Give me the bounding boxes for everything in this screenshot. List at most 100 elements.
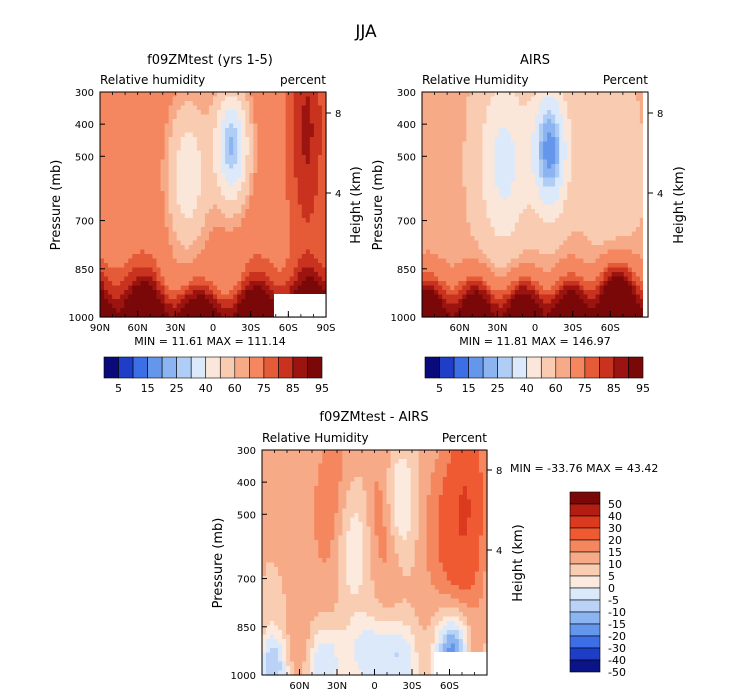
x-tick-label: 90N <box>90 323 110 334</box>
panel-model-colorbar: 5 15 25 40 60 75 85 95 <box>103 356 329 395</box>
colorbar-label: 85 <box>607 382 621 395</box>
panel-airs-right-label: Percent <box>603 73 648 87</box>
panel-airs-field <box>422 92 649 318</box>
colorbar-label: 0 <box>608 582 615 595</box>
panel-model-ylabel: Pressure (mb) <box>49 160 64 251</box>
colorbar-swatch <box>424 356 440 379</box>
panel-diff-x-ticks: 60N 30N 0 30S 60S <box>261 450 488 692</box>
colorbar-swatch <box>234 356 250 379</box>
colorbar-label: 60 <box>549 382 563 395</box>
panel-model-x-ticks: 90N 60N 30N 0 30S 60S 90S <box>90 92 336 334</box>
colorbar-swatch <box>628 356 644 379</box>
colorbar-swatch <box>132 356 148 379</box>
panel-model-left-label: Relative humidity <box>100 73 205 87</box>
colorbar-label: -20 <box>608 630 626 643</box>
panel-diff-stats: MIN = -33.76 MAX = 43.42 <box>510 462 658 475</box>
y-tick-label: 700 <box>75 217 94 228</box>
colorbar-swatch <box>190 356 207 379</box>
x-tick-label: 30N <box>487 323 507 334</box>
panel-airs-colorbar: 5 15 25 40 60 75 85 95 <box>424 356 650 395</box>
colorbar-swatch <box>569 635 601 649</box>
y-tick-label: 1000 <box>69 313 94 324</box>
colorbar-label: 40 <box>199 382 213 395</box>
colorbar-label: 75 <box>257 382 271 395</box>
colorbar-swatch <box>219 356 236 379</box>
x-tick-label: 30S <box>241 323 260 334</box>
colorbar-label: 15 <box>608 546 622 559</box>
colorbar-label: 30 <box>608 522 622 535</box>
panel-model-title: f09ZMtest (yrs 1-5) <box>147 53 273 68</box>
y-tick-label: 850 <box>237 623 256 634</box>
colorbar-swatch <box>569 611 601 625</box>
colorbar-label: 60 <box>228 382 242 395</box>
colorbar-swatch <box>278 356 294 379</box>
colorbar-swatch <box>599 356 615 379</box>
panel-diff-title: f09ZMtest - AIRS <box>319 410 428 425</box>
colorbar-swatch <box>161 356 177 379</box>
colorbar-swatch <box>569 647 601 661</box>
x-tick-label: 90S <box>316 323 335 334</box>
colorbar-label: 15 <box>462 382 476 395</box>
colorbar-swatch <box>249 356 265 379</box>
y-tick-label: 500 <box>397 152 416 163</box>
colorbar-label: 25 <box>170 382 184 395</box>
y-tick-label: 700 <box>397 217 416 228</box>
panel-diff-y-ticks: 300 400 500 700 850 1000 <box>231 446 267 682</box>
panel-diff-ylabel: Pressure (mb) <box>211 518 226 609</box>
x-tick-label: 30S <box>563 323 582 334</box>
panel-airs-ylabel: Pressure (mb) <box>371 160 386 251</box>
y-tick-label: 300 <box>75 88 94 99</box>
colorbar-label: 5 <box>608 570 615 583</box>
panel-airs-y2-ticks: 84 <box>648 109 663 200</box>
colorbar-label: 20 <box>608 534 622 547</box>
colorbar-label: 50 <box>608 498 622 511</box>
y-tick-label: 1000 <box>231 671 256 682</box>
colorbar-swatch <box>569 599 601 613</box>
colorbar-label: 95 <box>636 382 650 395</box>
colorbar-swatch <box>497 356 513 379</box>
x-tick-label: 60S <box>601 323 620 334</box>
colorbar-swatch <box>569 503 601 517</box>
colorbar-swatch <box>570 356 586 379</box>
panel-airs-x-ticks: 60N 30N 0 30S 60S <box>421 92 649 334</box>
panel-diff-y2-ticks: 84 <box>487 466 502 557</box>
colorbar-swatch <box>118 356 134 379</box>
y-tick-label: 300 <box>397 88 416 99</box>
colorbar-label: 5 <box>115 382 122 395</box>
panel-diff: f09ZMtest - AIRS Relative Humidity Perce… <box>211 410 658 692</box>
colorbar-swatch <box>511 356 528 379</box>
page-title: JJA <box>354 22 377 42</box>
colorbar-label: 75 <box>578 382 592 395</box>
y2-tick-label: 8 <box>335 109 341 120</box>
y-tick-label: 850 <box>397 265 416 276</box>
y-tick-label: 850 <box>75 265 94 276</box>
x-tick-label: 60S <box>279 323 298 334</box>
colorbar-swatch <box>176 356 192 379</box>
colorbar-label: -15 <box>608 618 626 631</box>
colorbar-swatch <box>569 659 601 673</box>
colorbar-label: 40 <box>520 382 534 395</box>
colorbar-label: -40 <box>608 654 626 667</box>
x-tick-label: 60N <box>289 681 309 692</box>
colorbar-label: -5 <box>608 594 619 607</box>
panel-airs-y2label: Height (km) <box>672 166 687 243</box>
colorbar-label: 85 <box>286 382 300 395</box>
colorbar-label: 25 <box>491 382 505 395</box>
y2-tick-label: 8 <box>657 109 663 120</box>
colorbar-swatch <box>482 356 498 379</box>
colorbar-swatch <box>613 356 629 379</box>
panel-airs-title: AIRS <box>520 53 550 68</box>
colorbar-label: 10 <box>608 558 622 571</box>
panel-model-field <box>100 92 327 318</box>
y-tick-label: 400 <box>75 120 94 131</box>
colorbar-swatch <box>584 356 600 379</box>
colorbar-label: 40 <box>608 510 622 523</box>
colorbar-swatch <box>569 551 601 565</box>
colorbar-swatch <box>569 563 601 577</box>
y2-tick-label: 4 <box>496 546 502 557</box>
colorbar-label: -10 <box>608 606 626 619</box>
y-tick-label: 400 <box>237 478 256 489</box>
colorbar-label: 95 <box>315 382 329 395</box>
